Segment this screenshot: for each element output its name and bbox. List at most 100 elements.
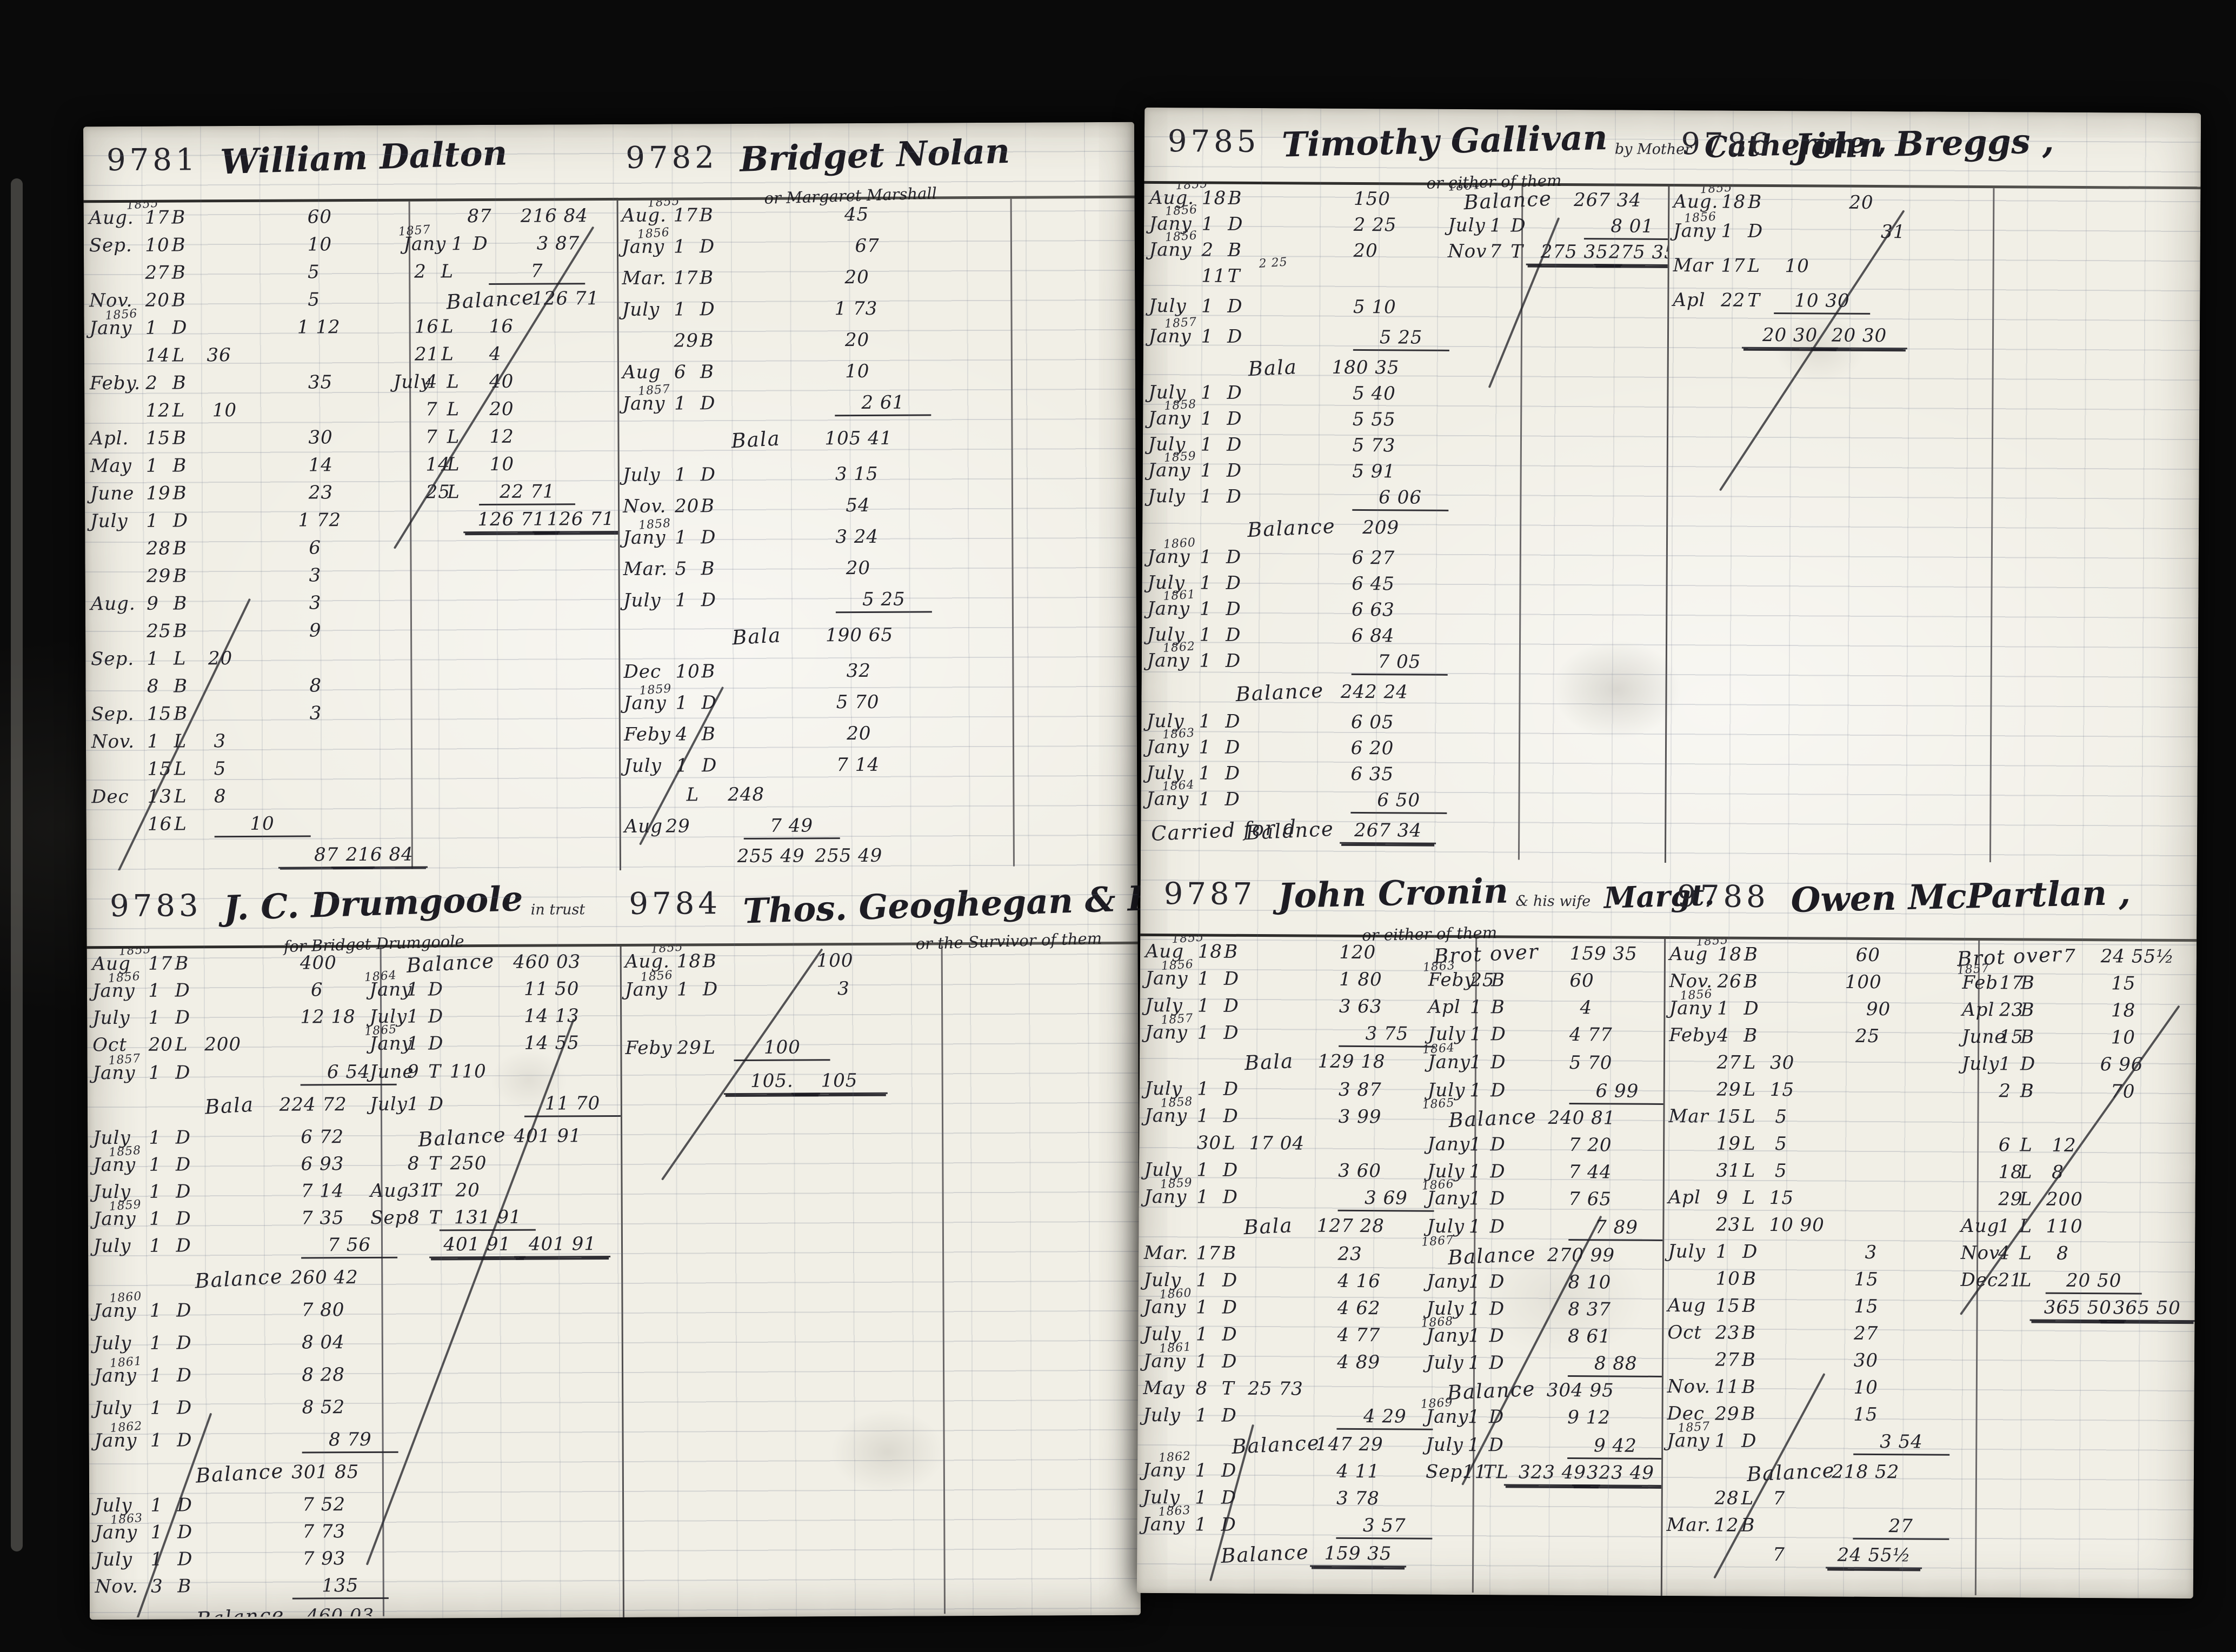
ledger-row: 29 B 3 xyxy=(85,564,618,594)
ledger-cell: Nov. xyxy=(91,730,135,753)
ledger-cell: D xyxy=(175,980,190,1002)
ledger-cell: 16 xyxy=(489,315,514,337)
ledger-cell: L xyxy=(174,813,187,835)
ledger-cell: D xyxy=(473,232,488,255)
ledger-cell: B xyxy=(174,703,188,725)
ledger-cell: 1 xyxy=(149,1300,162,1322)
ledger-cell: Jany xyxy=(403,233,447,255)
ledger-cell: 1 xyxy=(150,1332,162,1354)
ledger-cell: 3 xyxy=(309,702,322,724)
ledger-cell: 460 03 xyxy=(513,951,581,973)
ledger-cell: 1 xyxy=(1469,1134,1482,1156)
ledger-cell: B xyxy=(700,495,715,517)
ledger-cell: D xyxy=(176,1300,192,1322)
ledger-cell: 25 xyxy=(1855,1025,1880,1048)
ledger-cell: 22 xyxy=(1720,289,1746,311)
ledger-cell: 5 10 xyxy=(1353,296,1396,318)
ledger-cell: 15 xyxy=(1716,1105,1741,1128)
ledger-cell: D xyxy=(1221,1514,1236,1536)
ledger-cell: 14 xyxy=(145,344,170,367)
ledger-row: 1857 Jany 1 D 6 54 June 9 T 110 xyxy=(88,1052,621,1090)
ledger-cell: Jany xyxy=(1427,1133,1470,1156)
account-ledger-9785: 1855 Aug. 18 B 150 1864 Balance 267 34 1856 Jany 1… xyxy=(1141,184,1668,861)
ledger-cell: Balance xyxy=(417,1123,507,1151)
ledger-cell: 1 xyxy=(1196,1296,1208,1318)
ledger-cell: 1 xyxy=(1468,1406,1480,1428)
ledger-cell: L xyxy=(1741,1487,1754,1509)
ledger-cell: D xyxy=(1222,1269,1238,1291)
ledger-cell: 1 xyxy=(1489,215,1502,237)
ledger-cell: 1 xyxy=(1468,1325,1481,1347)
ledger-cell: D xyxy=(1226,546,1242,568)
ledger-cell: D xyxy=(1510,215,1526,237)
ledger-row: 1858 Jany 1 D 5 55 xyxy=(1143,397,1667,438)
ledger-cell: 45 xyxy=(844,203,869,226)
ledger-cell: 1 xyxy=(1714,1430,1727,1452)
ledger-cell: 8 xyxy=(1195,1377,1208,1400)
ledger-cell: 27 xyxy=(1716,1051,1741,1074)
ledger-cell: 5 xyxy=(1775,1106,1788,1128)
ledger-cell: 8 xyxy=(407,1153,420,1175)
ledger-page-left: 9781 William Dalton 9782 Bridget Nolan o… xyxy=(83,122,1425,1620)
ledger-cell: L xyxy=(703,1037,716,1059)
ledger-row: May 1 B 14 14 L 10 xyxy=(85,454,618,483)
ledger-cell: 15 xyxy=(1769,1078,1795,1101)
ledger-row: Carried for d Balance 267 34 xyxy=(1141,815,1665,849)
ledger-cell: 1 xyxy=(1200,485,1213,508)
ledger-cell: Jany xyxy=(94,1429,137,1452)
ledger-cell: 20 xyxy=(846,557,871,579)
ledger-cell: 7 14 xyxy=(836,754,880,776)
ledger-cell: July xyxy=(90,510,128,532)
ledger-cell: B xyxy=(172,537,188,559)
ledger-cell: 3 xyxy=(1865,1241,1878,1264)
ledger-cell: 4 xyxy=(675,723,688,745)
ledger-row: July 1 D 7 56 401 91 401 91 xyxy=(88,1233,621,1263)
ledger-cell: 3 xyxy=(837,978,850,1000)
ledger-cell: 260 42 xyxy=(290,1267,358,1289)
ledger-row: Bala 105 41 xyxy=(617,427,1136,457)
account-header-9781: 9781 William Dalton xyxy=(107,132,508,200)
ledger-cell: L xyxy=(1742,1133,1756,1155)
ledger-row: July 1 D 3 Nov 4 L 8 xyxy=(1662,1241,2195,1271)
ledger-cell: 1 xyxy=(451,233,464,255)
ledger-cell: 100 xyxy=(1845,971,1882,994)
ledger-cell: 1 xyxy=(149,1127,162,1149)
ledger-row: Oct 20 L 200 1865 Jany 1 D 14 55 xyxy=(87,1023,620,1062)
ledger-cell: B xyxy=(1222,1242,1237,1264)
ledger-row: 31 L 5 18 L 8 xyxy=(1663,1160,2195,1190)
ledger-cell: 1 xyxy=(150,1429,163,1451)
ledger-cell: D xyxy=(1222,1186,1239,1208)
account-ledger-9783: 1855 Aug 17 B 400 Balance 460 03 1856 Jany 1 D 6 186… xyxy=(87,947,623,1618)
ledger-row: Feby 29 L 100 xyxy=(620,1036,1139,1065)
ledger-cell: D xyxy=(1489,1188,1506,1210)
ledger-cell: 1 xyxy=(1199,762,1212,784)
ledger-row: 1856 Jany 1 D 1 12 16 L 16 xyxy=(84,307,617,345)
ledger-row: 1859 Jany 1 D 3 69 1866 Jany 1 D 7 65 xyxy=(1139,1176,1662,1217)
ledger-cell: B xyxy=(1743,1024,1758,1047)
ledger-cell: 4 xyxy=(1998,1242,2011,1264)
ledger-cell: 150 xyxy=(1353,188,1390,210)
ledger-cell: 216 84 xyxy=(520,205,588,227)
ledger-cell: T xyxy=(1747,289,1761,311)
ledger-cell: 4 89 xyxy=(1337,1351,1381,1374)
ledger-cell: D xyxy=(1223,968,1240,990)
ledger-cell: 15 xyxy=(1854,1268,1879,1291)
ledger-cell: L xyxy=(447,454,460,476)
account-header-9787: 9787 John Cronin & his wife Margt. or ei… xyxy=(1163,871,1714,945)
ledger-row: 12 L 10 7 L 20 xyxy=(84,398,617,428)
ledger-cell: Mar xyxy=(1668,1105,1709,1128)
ledger-cell: 31 xyxy=(1716,1160,1741,1182)
ledger-cell: 323 49 xyxy=(1572,1462,1665,1487)
ledger-cell: B xyxy=(700,267,714,289)
ledger-cell: L xyxy=(1742,1214,1755,1236)
ledger-cell: 23 xyxy=(1715,1214,1741,1236)
ledger-cell: Jany xyxy=(1142,1459,1186,1482)
ledger-cell: 9 12 xyxy=(1567,1407,1611,1429)
ledger-cell: 12 xyxy=(145,399,170,422)
ledger-cell: 6 35 xyxy=(1350,763,1394,785)
ledger-row: July 1 D 3 63 Apl 1 B 4 xyxy=(1140,995,1663,1025)
ledger-cell: 275 35 xyxy=(1594,241,1668,267)
ledger-cell: 2 xyxy=(1201,239,1214,261)
ledger-cell: T xyxy=(429,1153,442,1175)
ledger-cell: 4 xyxy=(489,343,502,365)
